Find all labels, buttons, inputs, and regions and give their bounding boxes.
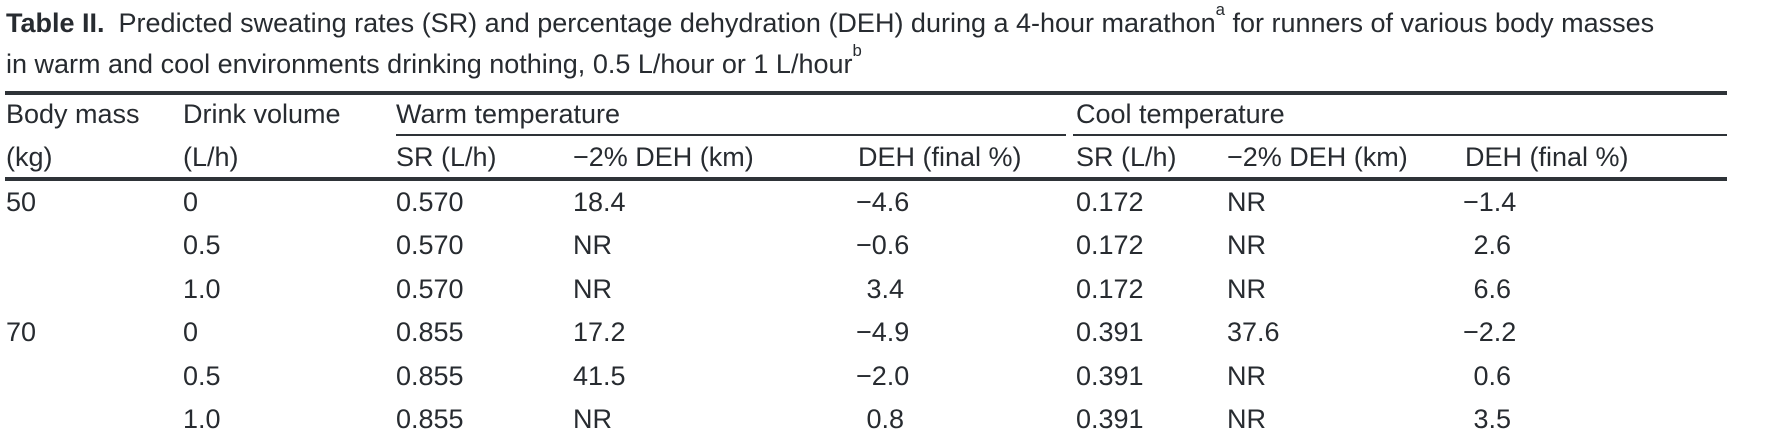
cell-cool-deh-final: 6.6: [1473, 274, 1511, 304]
col-header-cool-deh-final: DEH (final %): [1465, 142, 1629, 172]
table-top-rule: [5, 91, 1727, 95]
group-header-warm-temperature: Warm temperature: [396, 99, 621, 129]
cell-cool-deh-final: −2.2: [1463, 317, 1517, 347]
caption-line-1: Table II. Predicted sweating rates (SR) a…: [6, 0, 1766, 44]
col-header-drink-volume-unit: (L/h): [183, 142, 239, 172]
footnote-marker-a: a: [1215, 0, 1225, 19]
cell-warm-deh-km: 41.5: [573, 361, 626, 391]
cell-warm-deh-km: NR: [573, 404, 612, 434]
cell-warm-deh-final: −0.6: [856, 230, 910, 260]
table-row: 0.5 0.855 41.5 −2.0 0.391 NR 0.6: [0, 362, 1782, 390]
cell-drink-volume: 0: [183, 187, 199, 217]
cell-body-mass: 50: [6, 187, 37, 217]
col-header-body-mass-unit: (kg): [6, 142, 53, 172]
header-row-groups: Body mass Drink volume Warm temperature …: [0, 100, 1782, 128]
table-row: 0.5 0.570 NR −0.6 0.172 NR 2.6: [0, 231, 1782, 259]
cell-warm-deh-km: 18.4: [573, 187, 626, 217]
cell-drink-volume: 0: [183, 317, 199, 347]
cell-warm-deh-final: 0.8: [866, 404, 904, 434]
cell-warm-sr: 0.855: [396, 317, 464, 347]
cell-cool-deh-km: NR: [1227, 230, 1266, 260]
col-header-cool-sr: SR (L/h): [1076, 142, 1177, 172]
caption-text-1-rest: for runners of various body masses: [1224, 8, 1655, 38]
table-row: 70 0 0.855 17.2 −4.9 0.391 37.6 −2.2: [0, 318, 1782, 346]
group-header-cool-temperature: Cool temperature: [1076, 99, 1285, 129]
cell-warm-sr: 0.855: [396, 361, 464, 391]
cell-warm-deh-km: NR: [573, 230, 612, 260]
cell-cool-sr: 0.391: [1076, 317, 1144, 347]
warm-group-underline: [396, 134, 1066, 136]
cell-warm-deh-final: 3.4: [866, 274, 904, 304]
cell-cool-deh-final: 0.6: [1473, 361, 1511, 391]
cell-warm-deh-km: 17.2: [573, 317, 626, 347]
cell-warm-sr: 0.570: [396, 187, 464, 217]
caption-text-2: in warm and cool environments drinking n…: [6, 49, 853, 79]
col-header-body-mass: Body mass: [6, 99, 140, 129]
table-number-label: Table II.: [6, 8, 105, 38]
cell-warm-deh-final: −2.0: [856, 361, 910, 391]
cell-cool-deh-km: NR: [1227, 274, 1266, 304]
header-bottom-rule: [5, 177, 1727, 181]
footnote-marker-b: b: [852, 40, 862, 60]
cell-body-mass: 70: [6, 317, 37, 347]
cell-cool-sr: 0.391: [1076, 404, 1144, 434]
cell-cool-deh-km: NR: [1227, 404, 1266, 434]
col-header-cool-deh-km: −2% DEH (km): [1227, 142, 1408, 172]
cool-group-underline: [1073, 134, 1727, 136]
cell-drink-volume: 0.5: [183, 230, 221, 260]
cell-cool-sr: 0.172: [1076, 274, 1144, 304]
cell-cool-deh-final: 2.6: [1473, 230, 1511, 260]
cell-drink-volume: 1.0: [183, 274, 221, 304]
header-row-units: (kg) (L/h) SR (L/h) −2% DEH (km) DEH (fi…: [0, 143, 1782, 171]
col-header-warm-deh-final: DEH (final %): [858, 142, 1022, 172]
cell-warm-deh-final: −4.6: [856, 187, 910, 217]
col-header-warm-deh-km: −2% DEH (km): [573, 142, 754, 172]
table-row: 1.0 0.570 NR 3.4 0.172 NR 6.6: [0, 275, 1782, 303]
cell-cool-sr: 0.172: [1076, 230, 1144, 260]
cell-cool-deh-final: 3.5: [1473, 404, 1511, 434]
cell-drink-volume: 0.5: [183, 361, 221, 391]
cell-drink-volume: 1.0: [183, 404, 221, 434]
cell-warm-sr: 0.855: [396, 404, 464, 434]
caption-line-2: in warm and cool environments drinking n…: [6, 40, 1766, 85]
caption-text-1: Predicted sweating rates (SR) and percen…: [118, 8, 1216, 38]
cell-warm-sr: 0.570: [396, 230, 464, 260]
table-caption: Table II. Predicted sweating rates (SR) a…: [6, 0, 1766, 85]
table-row: 1.0 0.855 NR 0.8 0.391 NR 3.5: [0, 405, 1782, 433]
cell-warm-deh-final: −4.9: [856, 317, 910, 347]
cell-warm-sr: 0.570: [396, 274, 464, 304]
cell-warm-deh-km: NR: [573, 274, 612, 304]
table-row: 50 0 0.570 18.4 −4.6 0.172 NR −1.4: [0, 188, 1782, 216]
cell-cool-deh-km: NR: [1227, 361, 1266, 391]
col-header-drink-volume: Drink volume: [183, 99, 341, 129]
cell-cool-sr: 0.172: [1076, 187, 1144, 217]
cell-cool-deh-km: 37.6: [1227, 317, 1280, 347]
cell-cool-deh-final: −1.4: [1463, 187, 1517, 217]
cell-cool-deh-km: NR: [1227, 187, 1266, 217]
col-header-warm-sr: SR (L/h): [396, 142, 497, 172]
cell-cool-sr: 0.391: [1076, 361, 1144, 391]
